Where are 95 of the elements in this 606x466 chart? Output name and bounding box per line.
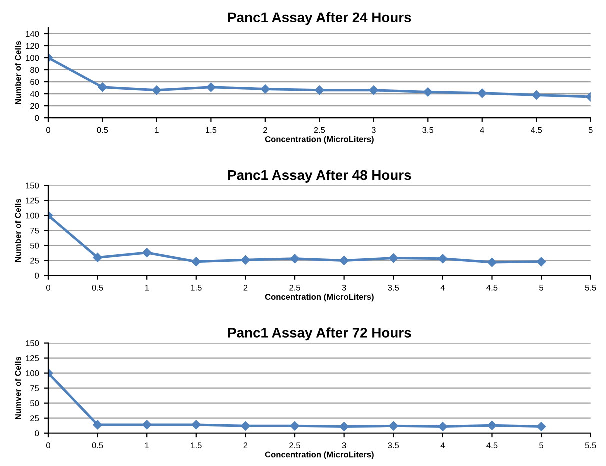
x-tick-label: 2 — [244, 284, 248, 291]
y-tick-label: 100 — [26, 370, 40, 376]
y-tick-label: 25 — [30, 258, 40, 264]
point — [192, 420, 202, 430]
y-tick-label: 150 — [26, 182, 40, 189]
y-tick-label: 50 — [30, 400, 40, 406]
y-axis-title: Numver of Cells — [15, 356, 22, 420]
chart-title: Panc1 Assay After 48 Hours — [228, 170, 412, 183]
point — [536, 257, 546, 267]
point — [488, 258, 497, 268]
x-tick-label: 1 — [145, 442, 150, 448]
x-axis-title: Concentration (MicroLiters) — [265, 452, 374, 460]
x-tick-label: 3 — [342, 284, 346, 291]
x-tick-label: 5 — [588, 127, 593, 134]
y-tick-label: 140 — [26, 31, 40, 38]
x-tick-label: 3.5 — [422, 127, 434, 134]
y-tick-label: 125 — [26, 356, 40, 362]
point — [478, 88, 487, 98]
x-tick-label: 2.5 — [314, 127, 326, 134]
y-tick-label: 120 — [26, 43, 40, 50]
point — [315, 86, 324, 96]
y-tick-label: 60 — [30, 79, 40, 86]
x-tick-label: 1.5 — [191, 442, 202, 449]
point — [142, 248, 152, 258]
x-tick-label: 3 — [372, 127, 376, 134]
point — [152, 86, 162, 96]
y-tick-label: 25 — [30, 416, 40, 422]
point — [340, 256, 349, 266]
point — [93, 253, 102, 262]
point — [98, 82, 108, 92]
x-tick-label: 0 — [46, 127, 50, 134]
y-tick-label: 0 — [35, 272, 40, 279]
point — [290, 422, 300, 431]
point — [241, 422, 250, 431]
y-axis-title: Number of Cells — [15, 199, 22, 262]
x-tick-label: 2.5 — [290, 284, 300, 291]
point — [260, 84, 270, 94]
x-tick-label: 1.5 — [206, 127, 217, 134]
x-tick-label: 5 — [540, 442, 544, 449]
y-tick-label: 80 — [30, 67, 40, 74]
x-tick-label: 4 — [440, 285, 446, 291]
x-tick-label: 4 — [440, 442, 446, 448]
point — [241, 255, 250, 265]
point — [369, 86, 379, 96]
x-axis-title: Concentration (MicroLiters) — [265, 136, 374, 144]
chart-title: Panc1 Assay After 24 Hours — [228, 12, 412, 26]
x-tick-label: 5 — [540, 285, 544, 291]
x-axis-title: Concentration (MicroLiters) — [265, 294, 374, 302]
y-tick-label: 40 — [30, 91, 40, 98]
x-tick-label: 3 — [342, 442, 346, 449]
point — [532, 90, 542, 100]
chart-title: Panc1 Assay After 72 Hours — [228, 328, 412, 341]
y-axis-title: Number of Cells — [15, 41, 22, 104]
point — [536, 422, 546, 432]
y-tick-label: 75 — [30, 228, 40, 234]
x-tick-label: 0 — [46, 284, 50, 291]
point — [389, 254, 398, 263]
x-tick-label: 0 — [46, 442, 50, 449]
y-tick-label: 20 — [30, 103, 40, 110]
x-tick-label: 2.5 — [290, 442, 300, 449]
x-tick-label: 2 — [264, 127, 268, 134]
point — [290, 254, 300, 264]
x-tick-label: 5.5 — [585, 442, 596, 449]
point — [93, 420, 102, 430]
x-tick-label: 1.5 — [191, 285, 202, 291]
x-tick-label: 3.5 — [388, 284, 400, 291]
point — [206, 82, 216, 92]
point — [438, 422, 448, 432]
y-tick-label: 100 — [26, 212, 40, 219]
y-tick-label: 0 — [35, 430, 40, 436]
x-tick-label: 1 — [155, 127, 159, 134]
x-tick-label: 2 — [244, 442, 248, 448]
point — [142, 420, 152, 430]
y-tick-label: 100 — [26, 55, 40, 62]
x-tick-label: 0.5 — [97, 127, 108, 134]
x-tick-label: 4.5 — [531, 127, 542, 134]
y-tick-label: 125 — [26, 198, 40, 204]
point — [340, 422, 349, 432]
x-tick-label: 1 — [145, 285, 150, 291]
point — [438, 254, 448, 264]
x-tick-label: 0.5 — [92, 284, 104, 291]
point — [424, 88, 433, 97]
x-tick-label: 0.5 — [92, 442, 104, 449]
y-tick-label: 50 — [30, 242, 40, 249]
x-tick-label: 4.5 — [486, 442, 498, 449]
point — [389, 422, 398, 431]
x-tick-label: 5.5 — [585, 285, 596, 291]
y-tick-label: 75 — [30, 386, 40, 392]
x-tick-label: 4 — [480, 127, 484, 134]
x-tick-label: 4.5 — [486, 285, 498, 291]
x-tick-label: 3.5 — [388, 442, 400, 449]
y-tick-label: 0 — [35, 115, 40, 122]
point — [488, 420, 497, 430]
point — [192, 257, 202, 267]
y-tick-label: 150 — [26, 340, 40, 346]
